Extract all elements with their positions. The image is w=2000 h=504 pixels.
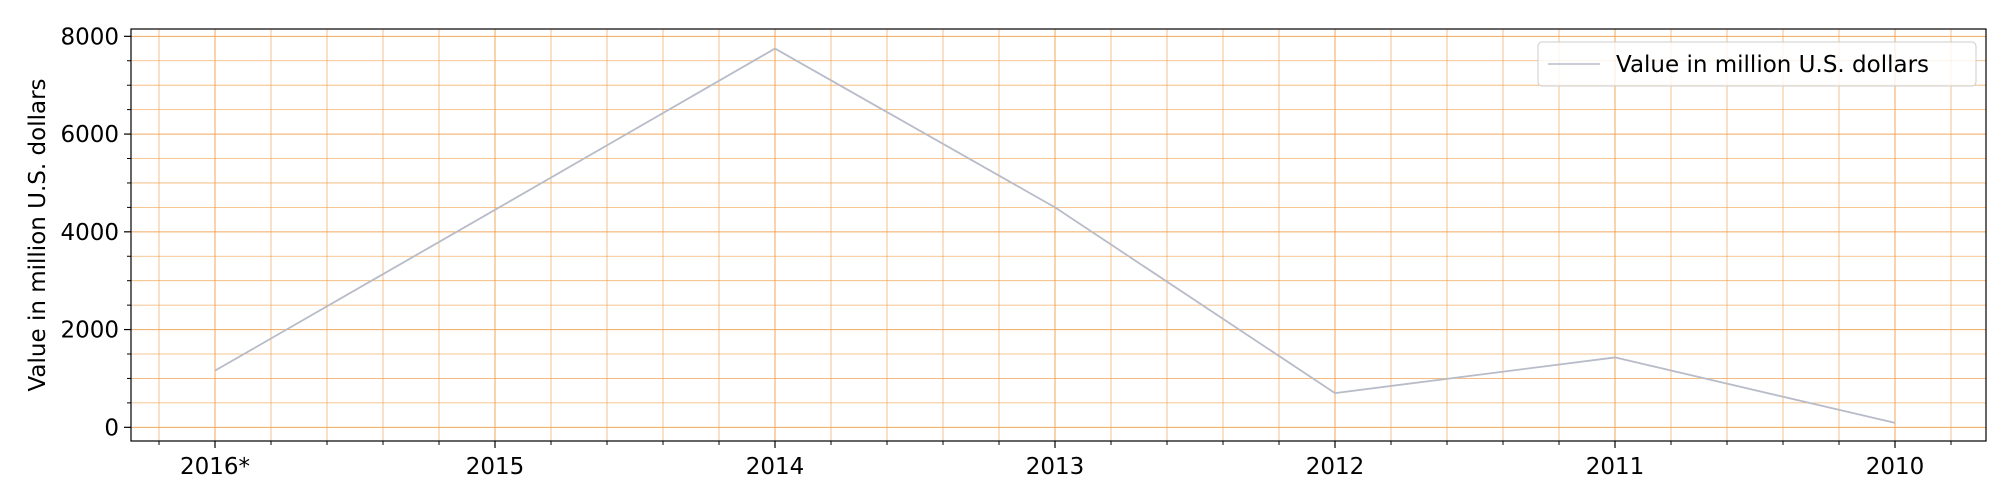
x-tick-label: 2015 — [466, 454, 525, 480]
y-axis-ticks: 0 2000 4000 6000 8000 — [60, 24, 131, 441]
y-axis-label: Value in million U.S. dollars — [25, 78, 51, 391]
y-tick-label: 4000 — [60, 220, 119, 246]
legend-label: Value in million U.S. dollars — [1616, 52, 1929, 78]
x-tick-label: 2011 — [1586, 454, 1645, 480]
x-tick-label: 2014 — [746, 454, 805, 480]
y-tick-label: 8000 — [60, 24, 119, 50]
legend: Value in million U.S. dollars — [1537, 41, 1977, 87]
x-tick-label: 2013 — [1026, 454, 1085, 480]
x-tick-label: 2012 — [1306, 454, 1365, 480]
plot-frame — [130, 28, 1987, 442]
major-grid — [131, 29, 1986, 441]
legend-box — [1537, 41, 1977, 87]
x-axis-ticks: 2016* 2015 2014 2013 2012 2011 2010 — [158, 441, 1952, 480]
y-tick-label: 6000 — [60, 122, 119, 148]
x-tick-label: 2010 — [1866, 454, 1925, 480]
x-tick-label: 2016* — [180, 454, 250, 480]
series-layer — [214, 47, 1896, 424]
series-line — [214, 47, 1896, 424]
y-tick-label: 2000 — [60, 318, 119, 344]
y-tick-label: 0 — [104, 415, 119, 441]
